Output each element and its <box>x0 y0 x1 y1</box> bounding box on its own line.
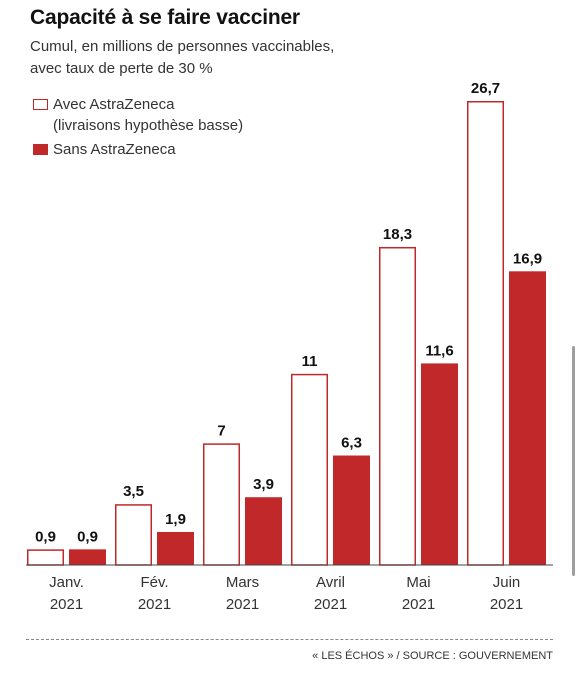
x-tick-label-month: Mai <box>406 574 430 591</box>
bar-sans-astrazeneca <box>509 271 546 565</box>
legend-label-line-1: Avec AstraZeneca <box>53 96 175 113</box>
legend-label: Avec AstraZeneca (livraisons hypothèse b… <box>53 94 313 136</box>
chart-title: Capacité à se faire vacciner <box>30 6 300 29</box>
x-tick-label-year: 2021 <box>314 596 347 613</box>
data-label: 18,3 <box>383 226 412 243</box>
bar-avec-astrazeneca <box>27 549 64 566</box>
bar-sans-astrazeneca <box>421 363 458 565</box>
x-tick-label-year: 2021 <box>226 596 259 613</box>
data-label: 26,7 <box>471 80 500 97</box>
bar-avec-astrazeneca <box>291 373 328 566</box>
x-tick-label-year: 2021 <box>490 596 523 613</box>
bar-sans-astrazeneca <box>245 497 282 565</box>
data-label: 0,9 <box>35 528 56 545</box>
data-label: 0,9 <box>77 528 98 545</box>
x-tick-label-month: Janv. <box>49 574 84 591</box>
data-label: 11,6 <box>425 342 453 359</box>
data-label: 6,3 <box>341 435 362 452</box>
chart-subtitle: Cumul, en millions de personnes vaccinab… <box>30 36 450 80</box>
x-tick-label-year: 2021 <box>50 596 83 613</box>
legend-swatch-filled <box>33 144 48 155</box>
x-tick-label-month: Mars <box>226 574 259 591</box>
bar-avec-astrazeneca <box>467 101 504 566</box>
data-label: 11 <box>302 353 318 370</box>
x-tick-label-month: Fév. <box>140 574 168 591</box>
bar-chart: 0,9 0,9 Janv. 2021 3,5 1,9 Fév. 2021 7 3,9 Mars 202… <box>26 80 553 613</box>
bar-avec-astrazeneca <box>115 504 152 566</box>
legend-swatch-outline <box>33 99 48 110</box>
x-tick-label-year: 2021 <box>402 596 435 613</box>
scrollbar[interactable] <box>572 346 575 576</box>
x-tick-label-month: Avril <box>316 574 345 591</box>
data-label: 16,9 <box>513 250 542 267</box>
bar-sans-astrazeneca <box>333 455 370 565</box>
data-label: 3,5 <box>123 483 144 500</box>
bar-avec-astrazeneca <box>379 246 416 566</box>
subtitle-line-1: Cumul, en millions de personnes vaccinab… <box>30 38 335 55</box>
data-label: 7 <box>217 422 225 439</box>
legend-label-line-2: (livraisons hypothèse basse) <box>53 117 244 134</box>
x-tick-label-month: Juin <box>493 574 521 591</box>
legend-label: Sans AstraZeneca <box>53 141 176 158</box>
x-tick-label-year: 2021 <box>138 596 171 613</box>
footer-divider <box>26 639 553 640</box>
bar-sans-astrazeneca <box>157 531 194 565</box>
data-label: 3,9 <box>253 476 274 493</box>
data-label: 1,9 <box>165 511 186 528</box>
bar-sans-astrazeneca <box>69 549 106 565</box>
subtitle-line-2: avec taux de perte de 30 % <box>30 60 213 77</box>
bar-avec-astrazeneca <box>203 443 240 566</box>
source-credit: « LES ÉCHOS » / SOURCE : GOUVERNEMENT <box>312 650 553 662</box>
